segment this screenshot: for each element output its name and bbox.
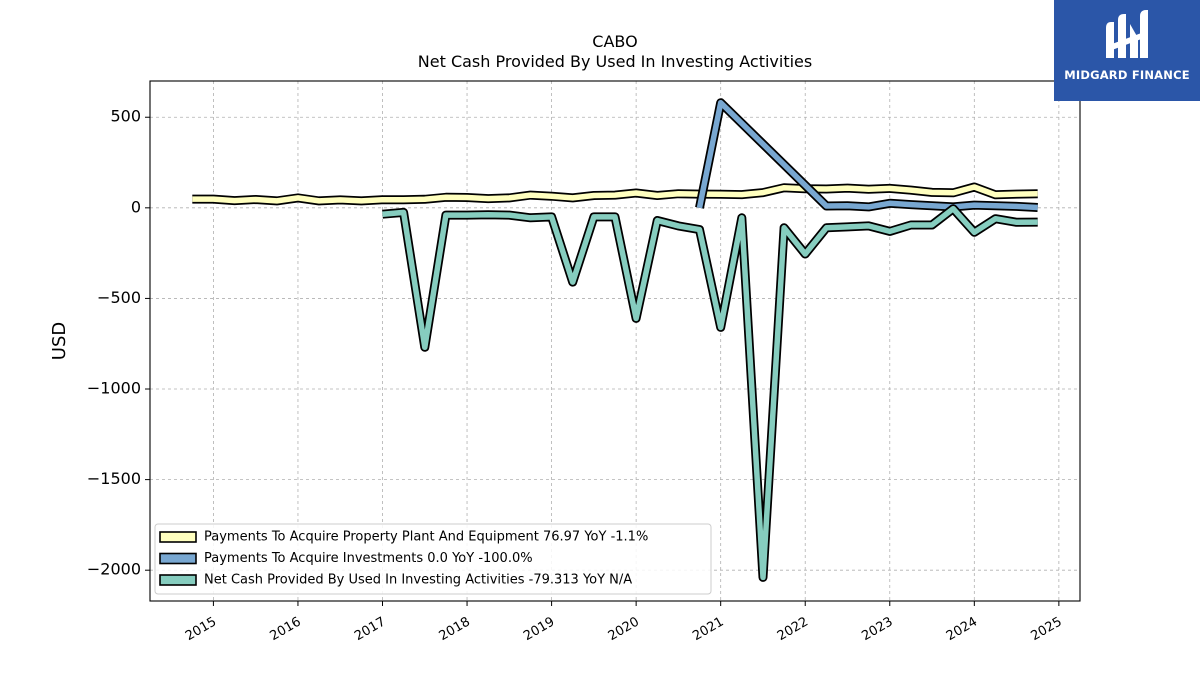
series-lines [192, 98, 1038, 582]
y-tick-label: 500 [110, 107, 141, 126]
brand-logo: MIDGARD FINANCE [1054, 0, 1200, 101]
y-tick-label: 0 [131, 197, 141, 216]
legend-swatch [159, 552, 197, 565]
logo-text: MIDGARD FINANCE [1064, 68, 1190, 82]
chart-title: CABO [592, 32, 637, 51]
logo-mark-icon [1106, 10, 1148, 58]
y-tick-label: −1500 [87, 469, 141, 488]
y-tick-label: −2000 [87, 560, 141, 579]
x-tick-label: 2018 [437, 615, 473, 645]
legend-label: Payments To Acquire Property Plant And E… [204, 530, 648, 545]
x-tick-label: 2023 [859, 615, 895, 645]
x-tick-label: 2021 [690, 615, 726, 645]
legend-label: Payments To Acquire Investments 0.0 YoY … [204, 551, 533, 566]
legend-swatch [159, 574, 197, 586]
x-tick-label: 2020 [606, 615, 642, 645]
y-tick-label: −500 [97, 288, 141, 307]
series-line-2 [382, 205, 1038, 581]
legend-box [154, 523, 712, 595]
y-tick-label: −1000 [87, 379, 141, 398]
x-tick-label: 2017 [352, 615, 388, 645]
x-tick-label: 2015 [183, 615, 219, 645]
y-axis-label: USD [49, 322, 70, 360]
series-line-0 [192, 184, 1038, 204]
legend: Payments To Acquire Property Plant And E… [154, 523, 712, 595]
chart-subtitle: Net Cash Provided By Used In Investing A… [418, 52, 812, 71]
legend-swatch [159, 531, 197, 543]
x-tick-label: 2025 [1028, 615, 1064, 645]
x-tick-label: 2024 [944, 615, 980, 645]
series-outline-2 [382, 204, 1038, 582]
x-tick-label: 2016 [268, 615, 304, 645]
grid [150, 81, 1080, 601]
plot-frame [149, 80, 1081, 602]
series-line-1 [696, 99, 1038, 211]
x-tick-label: 2019 [521, 615, 557, 645]
legend-label: Net Cash Provided By Used In Investing A… [204, 573, 632, 588]
x-tick-label: 2022 [775, 615, 811, 645]
